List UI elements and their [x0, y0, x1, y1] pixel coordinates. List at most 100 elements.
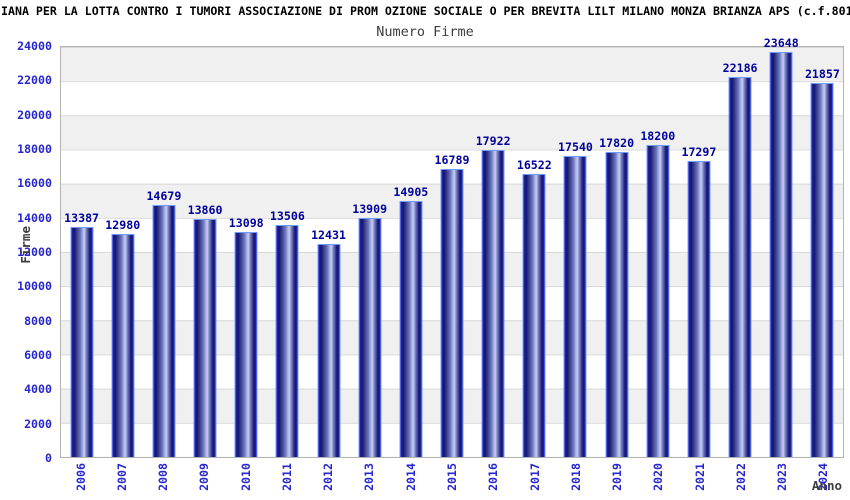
x-tick-label: 2017 [527, 463, 542, 491]
x-tick-label: 2023 [775, 463, 790, 491]
x-tick-label: 2021 [692, 463, 707, 491]
plot-area: 13387 12980 14679 13860 13098 13506 12431 13909… [60, 37, 844, 458]
x-tick-slot: 2022 [720, 463, 761, 499]
x-tick-label: 2019 [610, 463, 625, 491]
x-tick-slot: 2014 [390, 463, 431, 499]
y-tick-label: 4000 [24, 382, 52, 397]
bar-value-label: 16522 [516, 157, 552, 172]
bar-slot: 13098 [226, 47, 267, 457]
y-tick-label: 18000 [17, 142, 52, 156]
bar-slot: 14679 [143, 47, 184, 457]
bar [275, 225, 299, 457]
x-axis-labels: 2006 2007 2008 2009 2010 2011 2012 2013 2014 2015… [60, 463, 844, 499]
bar-value-label: 17540 [558, 140, 593, 155]
bar-value-label: 23648 [763, 36, 799, 51]
bar [193, 219, 217, 457]
x-tick-slot: 2023 [762, 463, 803, 499]
x-tick-label: 2014 [403, 463, 418, 491]
y-axis-title: Firme [18, 226, 33, 264]
bar-slot: 16522 [514, 47, 555, 457]
x-tick-slot: 2021 [679, 463, 720, 499]
bar-value-label: 13909 [352, 202, 388, 217]
bar [399, 201, 423, 457]
x-tick-slot: 2015 [431, 463, 472, 499]
bar [70, 227, 94, 457]
y-tick-label: 22000 [17, 73, 52, 88]
bar-value-label: 13387 [64, 211, 100, 226]
y-tick-label: 24000 [17, 39, 52, 53]
bar [440, 169, 464, 457]
bar [522, 173, 546, 457]
y-tick-label: 2000 [24, 416, 52, 431]
bar [687, 160, 711, 457]
x-tick-slot: 2020 [638, 463, 679, 499]
y-tick-label: 12000 [17, 245, 52, 259]
bar-slot: 17297 [678, 47, 719, 457]
x-tick-slot: 2008 [143, 463, 184, 499]
bar-value-label: 18200 [640, 129, 676, 144]
bar [481, 149, 505, 457]
bar [810, 82, 834, 457]
bar-value-label: 16789 [434, 153, 470, 168]
x-tick-label: 2008 [156, 463, 171, 491]
bar-value-label: 14905 [393, 185, 429, 200]
bar-value-label: 22186 [722, 61, 758, 75]
bar-slot: 23648 [761, 37, 802, 457]
bar [563, 156, 587, 457]
bar-slot: 13387 [61, 47, 102, 457]
bar-slot: 17922 [473, 47, 514, 457]
bar-value-label: 13098 [228, 216, 264, 231]
bar-slot: 12431 [308, 47, 349, 457]
bar [111, 234, 135, 457]
y-tick-label: 0 [45, 451, 52, 465]
bar [728, 77, 752, 457]
bar-slot: 17820 [596, 47, 637, 457]
bar [605, 151, 629, 457]
x-tick-label: 2022 [733, 463, 748, 491]
x-tick-slot: 2018 [555, 463, 596, 499]
x-tick-slot: 2009 [184, 463, 225, 499]
x-tick-slot: 2013 [349, 463, 390, 499]
chart-title: IANA PER LA LOTTA CONTRO I TUMORI ASSOCI… [1, 4, 850, 18]
bar-slot: 22186 [720, 47, 761, 457]
y-tick-label: 8000 [24, 313, 52, 328]
x-tick-label: 2018 [568, 463, 583, 491]
bar-value-label: 12980 [105, 218, 141, 233]
bar-value-label: 13860 [187, 203, 223, 218]
x-tick-label: 2013 [362, 463, 377, 491]
bar [646, 145, 670, 457]
x-tick-label: 2016 [486, 463, 501, 491]
bar-slot: 16789 [431, 47, 472, 457]
bar [358, 218, 382, 457]
bar-slot: 12980 [102, 47, 143, 457]
bar-value-label: 17820 [599, 135, 635, 150]
x-tick-label: 2012 [321, 463, 336, 491]
bar-slot: 14905 [390, 47, 431, 457]
bar [317, 243, 341, 457]
bar [769, 52, 793, 457]
y-tick-label: 20000 [17, 107, 52, 122]
x-tick-label: 2010 [238, 463, 253, 491]
x-tick-slot: 2006 [60, 463, 101, 499]
y-tick-label: 16000 [17, 176, 52, 191]
x-axis-title: Anno [811, 478, 842, 493]
x-tick-slot: 2016 [473, 463, 514, 499]
bar-slot: 21857 [802, 47, 843, 457]
y-tick-label: 10000 [17, 279, 52, 294]
bar-value-label: 12431 [311, 227, 346, 242]
x-tick-slot: 2019 [596, 463, 637, 499]
x-tick-label: 2015 [445, 463, 460, 491]
bars-row: 13387 12980 14679 13860 13098 13506 12431 13909… [61, 37, 843, 457]
bar-value-label: 13506 [269, 209, 305, 224]
bar-slot: 13909 [349, 47, 390, 457]
bar [234, 232, 258, 457]
x-tick-slot: 2017 [514, 463, 555, 499]
bar-slot: 13506 [267, 47, 308, 457]
x-tick-slot: 2012 [308, 463, 349, 499]
x-tick-slot: 2007 [101, 463, 142, 499]
chart-subtitle: Numero Firme [376, 24, 474, 40]
x-tick-label: 2007 [114, 463, 129, 491]
x-tick-label: 2009 [197, 463, 212, 491]
x-tick-label: 2011 [279, 463, 294, 491]
